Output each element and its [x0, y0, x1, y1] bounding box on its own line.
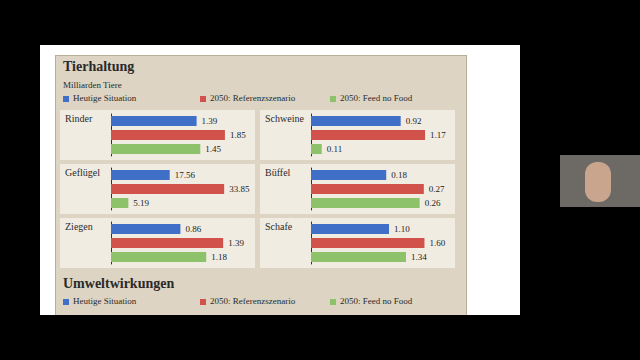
html-text:Umweltwirkungen: Umweltwirkungen — [63, 276, 175, 291]
svg-text:1.18: 1.18 — [211, 252, 227, 262]
svg-text:1.45: 1.45 — [205, 144, 221, 154]
svg-text:1.85: 1.85 — [230, 130, 246, 140]
svg-text:33.85: 33.85 — [229, 184, 250, 194]
svg-text:0.26: 0.26 — [425, 198, 441, 208]
html-text:Büffel: Büffel — [265, 167, 291, 178]
svg-text:1.10: 1.10 — [394, 224, 410, 234]
svg-text:0.18: 0.18 — [391, 170, 407, 180]
svg-text:0.11: 0.11 — [327, 144, 342, 154]
svg-text:17.56: 17.56 — [175, 170, 196, 180]
html-text:Geflügel: Geflügel — [65, 167, 100, 178]
html-text:2050: Referenzszenario: 2050: Referenzszenario — [210, 93, 296, 103]
html-text:Rinder: Rinder — [65, 113, 93, 124]
html-text:Ziegen: Ziegen — [65, 221, 93, 232]
svg-text:1.34: 1.34 — [411, 252, 427, 262]
html-text:Heutige Situation: Heutige Situation — [73, 296, 137, 306]
html-text:2050: Feed no Food: 2050: Feed no Food — [340, 296, 413, 306]
html-text:Heutige Situation: Heutige Situation — [73, 93, 137, 103]
html-text:2050: Referenzszenario: 2050: Referenzszenario — [210, 296, 296, 306]
html-text:2050: Feed no Food: 2050: Feed no Food — [340, 93, 413, 103]
html-text:Schafe: Schafe — [265, 221, 293, 232]
svg-text:0.27: 0.27 — [429, 184, 445, 194]
svg-text:1.39: 1.39 — [228, 238, 244, 248]
html-text:Milliarden Tiere: Milliarden Tiere — [63, 80, 122, 90]
html-text:Tierhaltung: Tierhaltung — [63, 59, 135, 74]
svg-text:0.92: 0.92 — [406, 116, 422, 126]
html-text:Schweine: Schweine — [265, 113, 304, 124]
svg-text:1.17: 1.17 — [430, 130, 446, 140]
svg-text:5.19: 5.19 — [133, 198, 149, 208]
svg-text:1.39: 1.39 — [202, 116, 218, 126]
svg-text:1.60: 1.60 — [429, 238, 445, 248]
svg-text:0.86: 0.86 — [185, 224, 201, 234]
